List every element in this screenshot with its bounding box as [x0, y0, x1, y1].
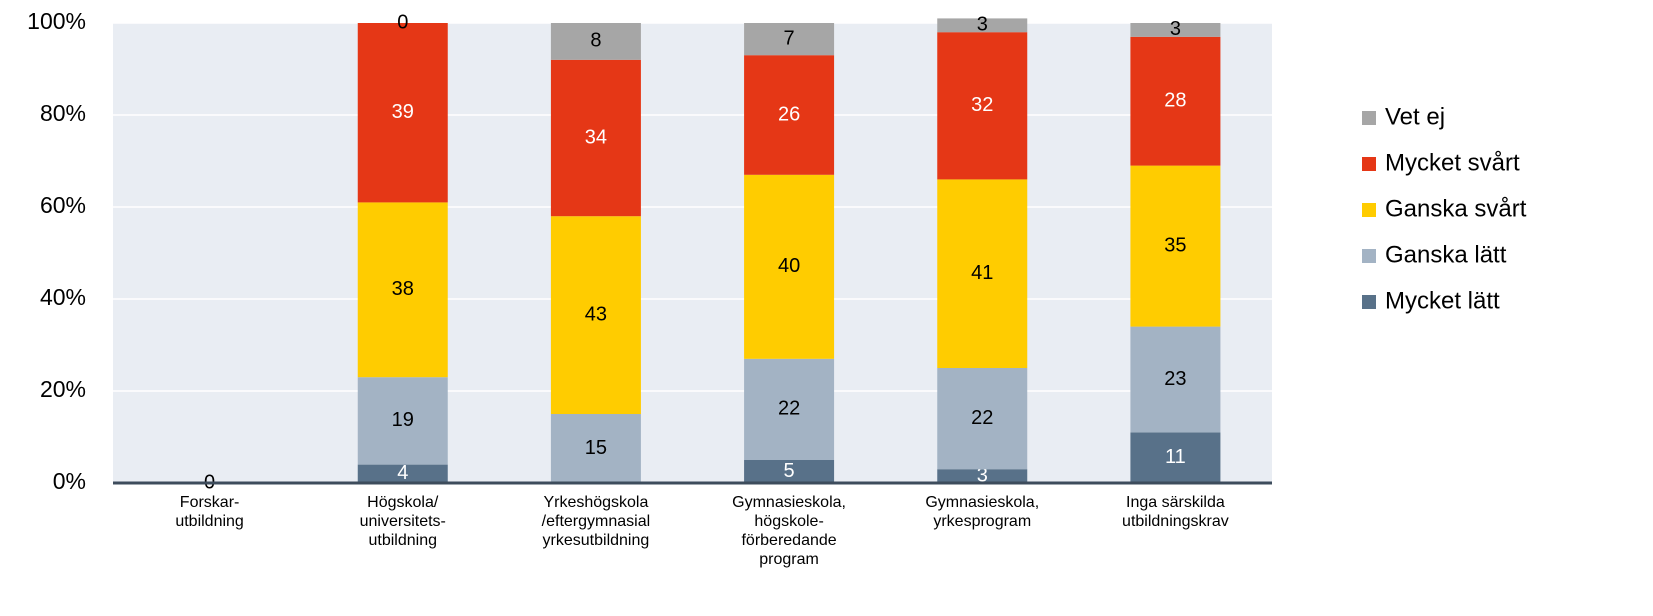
x-tick-label: Yrkeshögskola/eftergymnasial yrkesutbildn…	[542, 494, 651, 549]
bar-segment	[1130, 23, 1221, 37]
bar-segment	[357, 464, 448, 483]
bar-segment	[937, 32, 1028, 180]
data-label: 38	[392, 278, 414, 300]
plot-background	[113, 23, 1272, 483]
bar-segment	[1130, 165, 1221, 327]
legend-label: Ganska svårt	[1385, 195, 1527, 222]
data-label: 35	[1164, 234, 1186, 256]
legend-label: Mycket svårt	[1385, 149, 1520, 176]
bar-segment	[937, 469, 1028, 483]
y-tick-label: 80%	[40, 100, 86, 126]
bar-segment	[744, 55, 835, 175]
data-label: 43	[585, 303, 607, 325]
x-tick-label: Högskola/universitets-utbildning	[360, 494, 446, 549]
data-label: 41	[971, 262, 993, 284]
data-label: 22	[778, 398, 800, 420]
data-label: 32	[971, 94, 993, 116]
x-tick-label: Inga särskilda utbildningskrav	[1122, 494, 1229, 530]
bar-segment	[550, 414, 641, 483]
data-label: 15	[585, 437, 607, 459]
bar-segment	[744, 358, 835, 460]
legend-swatch	[1362, 295, 1376, 309]
data-label: 7	[784, 27, 795, 49]
bar-segment	[550, 23, 641, 60]
bar-segment	[357, 202, 448, 378]
y-tick-label: 40%	[40, 284, 86, 310]
bar-segment	[550, 216, 641, 414]
bar-segment	[1130, 326, 1221, 433]
data-label: 19	[392, 409, 414, 431]
x-tick-label: Forskar-utbildning	[175, 494, 244, 530]
data-label: 40	[778, 255, 800, 277]
data-label: 8	[590, 30, 601, 52]
legend-swatch	[1362, 249, 1376, 263]
bar-segment	[1130, 432, 1221, 483]
bar-segment	[357, 377, 448, 465]
data-label: 22	[971, 407, 993, 429]
data-label: 4	[397, 462, 408, 484]
legend-label: Mycket lätt	[1385, 287, 1500, 314]
data-label: 34	[585, 126, 607, 148]
legend-label: Vet ej	[1385, 103, 1445, 130]
data-label: 3	[1170, 18, 1181, 40]
y-tick-label: 100%	[27, 8, 86, 34]
bar-segment	[1130, 36, 1221, 166]
x-tick-label: Gymnasieskola, yrkesprogram	[925, 494, 1039, 530]
bar-segment	[744, 23, 835, 56]
y-tick-label: 0%	[53, 468, 86, 494]
data-label: 28	[1164, 89, 1186, 111]
bar-segment	[937, 179, 1028, 368]
legend-swatch	[1362, 203, 1376, 217]
data-label: 3	[977, 464, 988, 486]
data-label: 11	[1165, 446, 1186, 468]
data-label: 26	[778, 103, 800, 125]
bar-segment	[937, 368, 1028, 470]
data-label: 5	[784, 460, 795, 482]
bar-segment	[550, 59, 641, 217]
data-label: 3	[977, 14, 988, 36]
x-tick-label: Gymnasieskola, högskole-förberedande progr…	[732, 494, 846, 568]
legend-swatch	[1362, 111, 1376, 125]
y-tick-label: 20%	[40, 376, 86, 402]
data-label: 39	[392, 101, 414, 123]
bar-segment	[744, 174, 835, 359]
bar-segment	[744, 460, 835, 483]
bar-segment	[937, 18, 1028, 33]
legend-label: Ganska lätt	[1385, 241, 1507, 268]
data-label: 0	[397, 11, 408, 33]
bar-segment	[357, 23, 448, 203]
legend-swatch	[1362, 157, 1376, 171]
y-tick-label: 60%	[40, 192, 86, 218]
data-label: 23	[1164, 368, 1186, 390]
